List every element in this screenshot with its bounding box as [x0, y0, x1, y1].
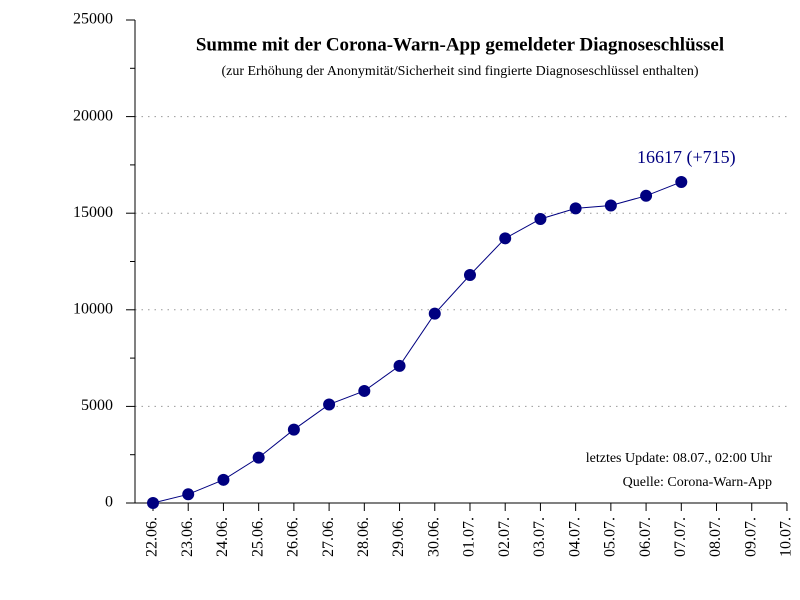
- x-tick-label: 23.06.: [179, 517, 196, 557]
- x-tick-label: 25.06.: [249, 517, 266, 557]
- data-point: [252, 451, 265, 464]
- data-point: [604, 199, 617, 212]
- data-point: [287, 423, 300, 436]
- x-tick-label: 04.07.: [566, 517, 583, 557]
- data-point: [640, 189, 653, 202]
- source-note: Quelle: Corona-Warn-App: [623, 475, 772, 490]
- y-tick-label: 15000: [73, 204, 113, 221]
- data-point: [534, 212, 547, 225]
- x-tick-label: 07.07.: [672, 517, 689, 557]
- data-point: [463, 269, 476, 282]
- y-tick-label: 20000: [73, 107, 113, 124]
- data-point: [147, 497, 159, 509]
- data-point: [569, 202, 582, 215]
- data-point: [182, 488, 195, 501]
- x-tick-label: 24.06.: [214, 517, 231, 557]
- data-point: [323, 398, 336, 411]
- data-point: [675, 175, 688, 188]
- x-tick-label: 10.07.: [778, 517, 795, 557]
- x-tick-label: 02.07.: [496, 517, 513, 557]
- data-point: [428, 307, 441, 320]
- y-tick-label: 25000: [73, 11, 113, 28]
- update-note: letztes Update: 08.07., 02:00 Uhr: [586, 451, 773, 466]
- x-tick-label: 30.06.: [425, 517, 442, 557]
- data-point: [358, 384, 371, 397]
- x-tick-label: 28.06.: [355, 517, 372, 557]
- annotation: 16617 (+715): [637, 147, 736, 168]
- x-tick-label: 22.06.: [144, 517, 161, 557]
- data-point: [499, 232, 512, 245]
- x-tick-label: 05.07.: [602, 517, 619, 557]
- chart-title: Summe mit der Corona-Warn-App gemeldeter…: [196, 34, 724, 55]
- x-tick-label: 09.07.: [742, 517, 759, 557]
- x-tick-label: 03.07.: [531, 517, 548, 557]
- x-tick-label: 29.06.: [390, 517, 407, 557]
- x-tick-label: 06.07.: [637, 517, 654, 557]
- x-tick-label: 27.06.: [320, 517, 337, 557]
- y-tick-label: 10000: [73, 300, 113, 317]
- x-tick-label: 26.06.: [285, 517, 302, 557]
- chart-subtitle: (zur Erhöhung der Anonymität/Sicherheit …: [221, 64, 698, 79]
- data-line: [152, 181, 682, 504]
- data-point: [393, 359, 406, 372]
- y-tick-label: 0: [105, 494, 113, 511]
- data-point: [217, 473, 230, 486]
- x-tick-label: 01.07.: [461, 517, 478, 557]
- y-tick-label: 5000: [81, 397, 113, 414]
- x-tick-label: 08.07.: [707, 517, 724, 557]
